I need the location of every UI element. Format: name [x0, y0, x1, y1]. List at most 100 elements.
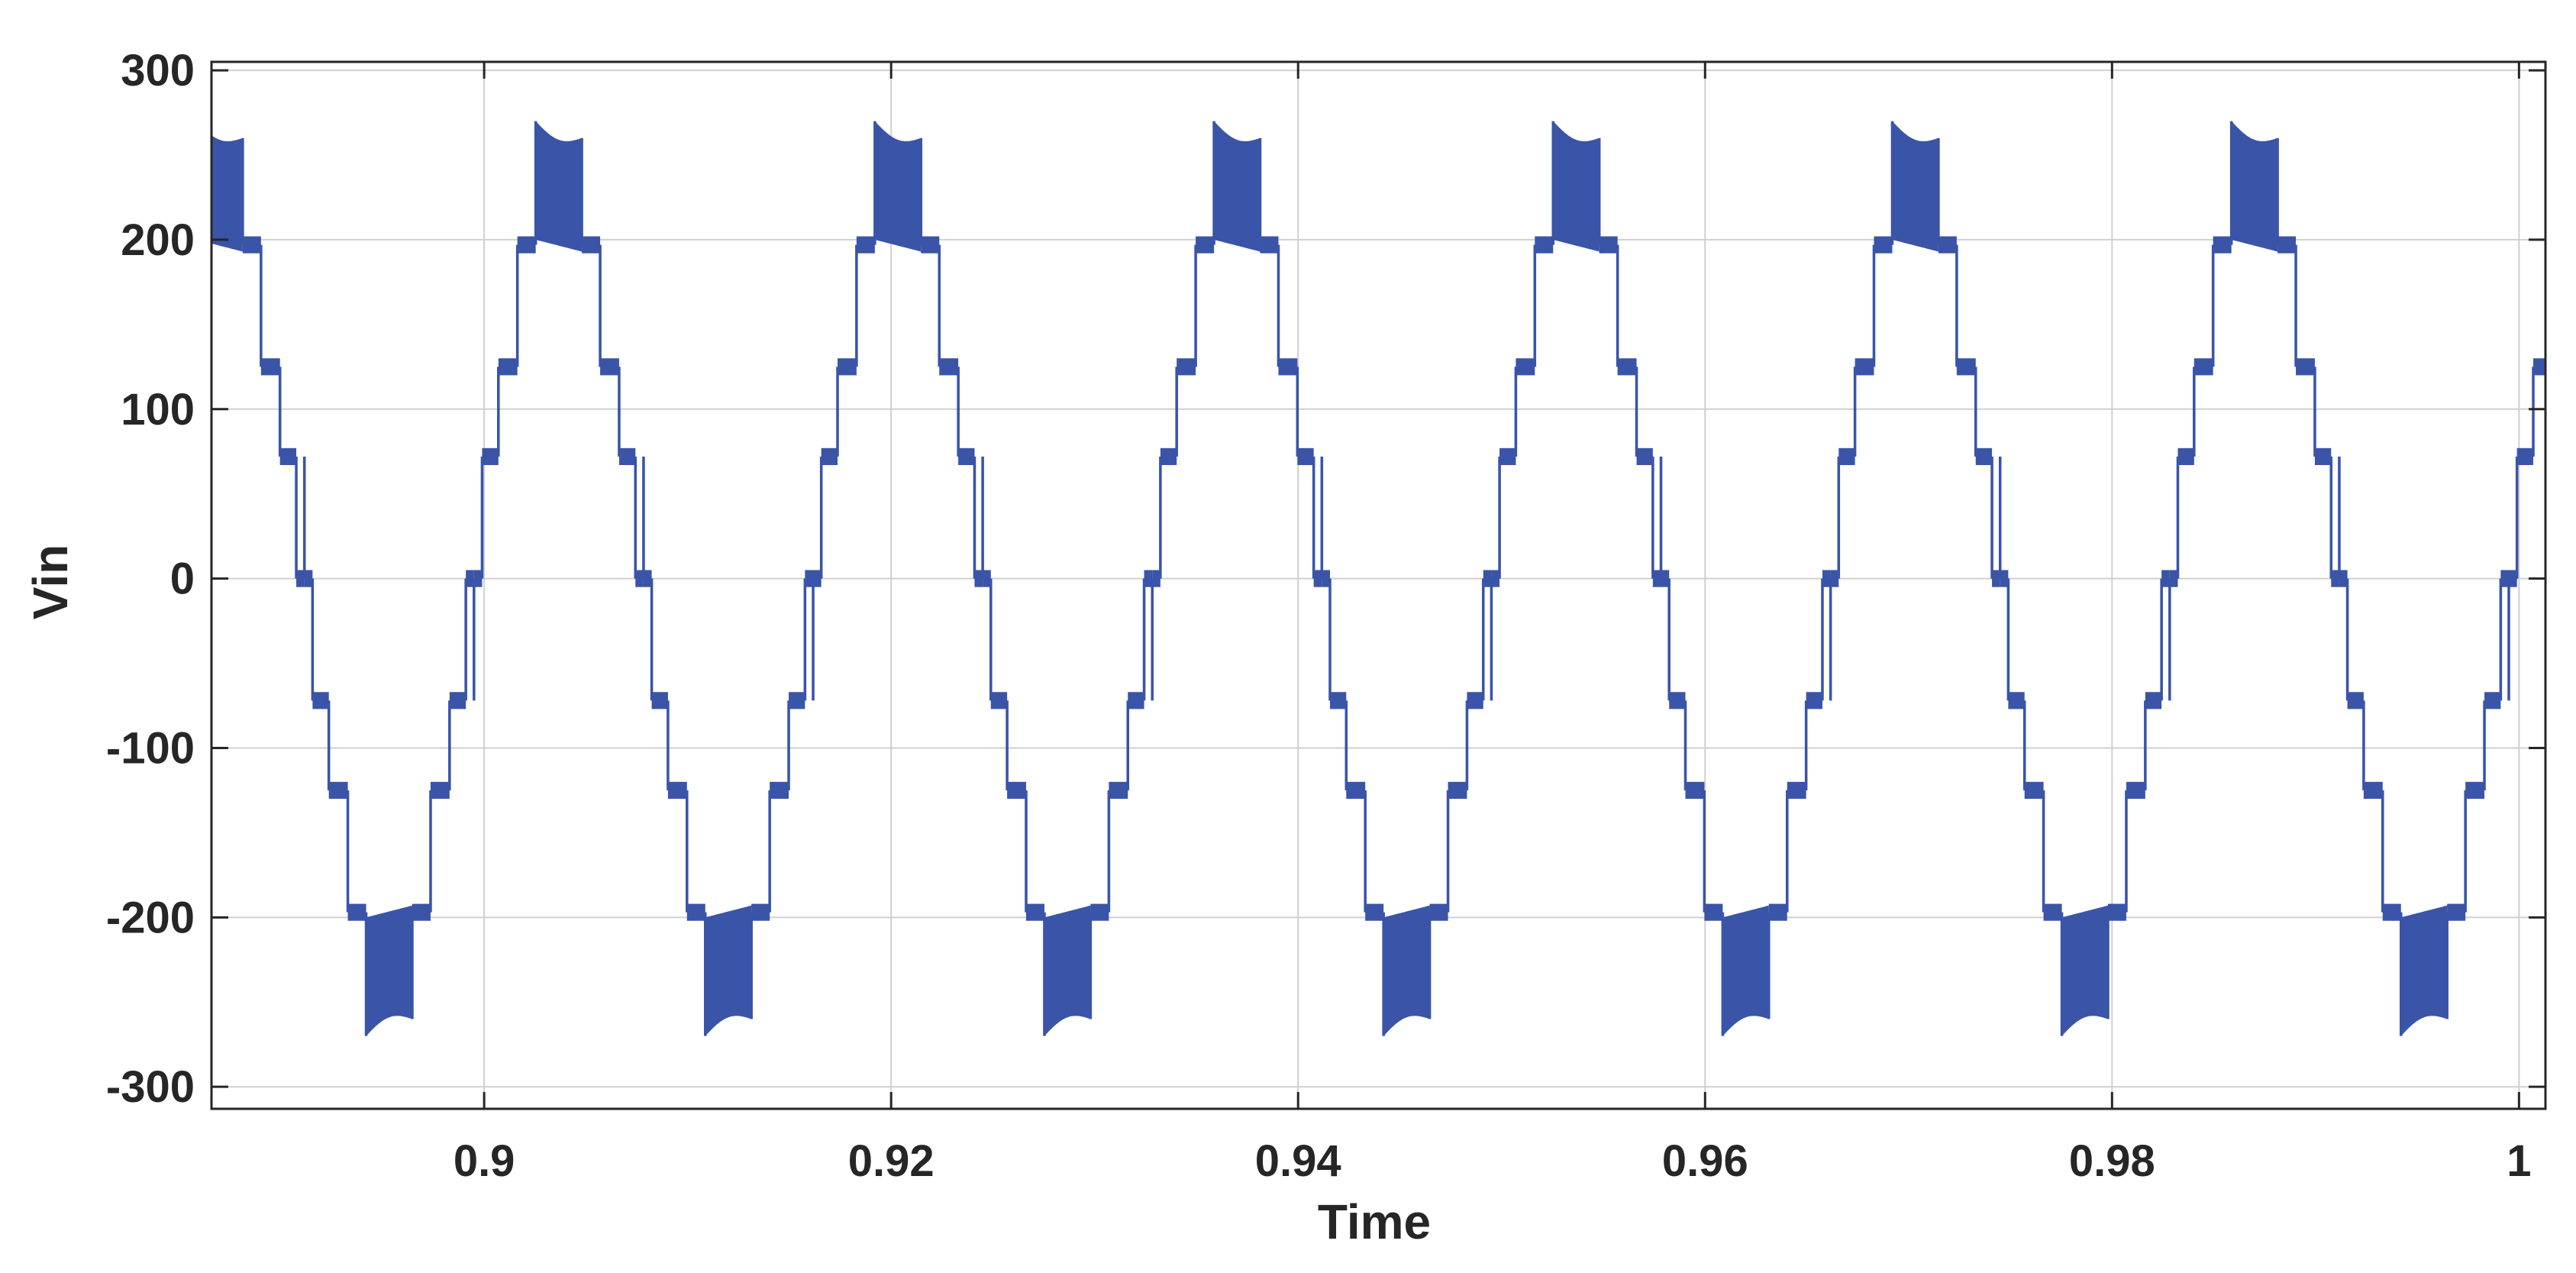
waveform-step: [2145, 692, 2162, 709]
waveform-step: [1787, 781, 1806, 800]
waveform-step: [1956, 358, 1976, 376]
waveform-transition: [819, 456, 823, 579]
y-tick-label: -200: [106, 893, 195, 942]
waveform-transition: [1872, 244, 1876, 367]
waveform-transition: [1481, 578, 1485, 701]
waveform-step: [2126, 781, 2145, 800]
waveform-step: [805, 570, 814, 587]
waveform-transition: [2483, 700, 2486, 790]
waveform-transition: [8, 790, 11, 913]
waveform-transition: [973, 456, 976, 579]
grid: [211, 62, 2545, 1109]
waveform-transition: [1142, 578, 1146, 701]
waveform-transition: [2399, 912, 2403, 1036]
waveform-step: [1329, 692, 1347, 709]
waveform-step: [667, 781, 687, 800]
waveform-transition: [650, 578, 654, 701]
waveform-peak-band: [27, 906, 73, 1036]
waveform-step: [618, 447, 636, 465]
waveform-step: [1278, 358, 1298, 376]
waveform-peak-band: [1383, 905, 1430, 1036]
waveform-transition: [1498, 456, 1501, 579]
waveform-transition: [1312, 456, 1315, 579]
waveform-transition: [812, 578, 815, 701]
waveform-transition: [685, 790, 689, 913]
waveform-transition: [2464, 790, 2467, 913]
waveform-step: [2484, 692, 2501, 709]
waveform-transition: [2144, 700, 2147, 790]
waveform-transition: [429, 790, 432, 913]
waveform-step: [127, 570, 135, 587]
waveform-step: [260, 358, 280, 376]
waveform-step: [430, 781, 450, 800]
waveform-step: [1535, 236, 1554, 254]
waveform-step: [92, 782, 111, 799]
waveform-step: [1025, 903, 1044, 921]
waveform-step: [1838, 447, 1855, 465]
waveform-transition: [497, 367, 500, 457]
waveform-transition: [1428, 912, 1432, 1019]
waveform-step: [1448, 781, 1467, 800]
waveform-transition: [2532, 367, 2535, 457]
y-axis-label: Vin: [23, 544, 78, 619]
waveform-transition: [1937, 137, 1940, 245]
waveform-step: [770, 781, 789, 800]
waveform-transition: [1277, 244, 1280, 367]
waveform-transition: [981, 456, 984, 579]
waveform-step: [1516, 358, 1535, 376]
waveform-step: [242, 236, 261, 254]
waveform-transition: [464, 578, 467, 701]
waveform-step: [1768, 903, 1787, 921]
waveform-transition: [2229, 121, 2233, 245]
waveform-transition: [2313, 367, 2316, 457]
waveform-step: [1652, 570, 1661, 587]
waveform-transition: [2569, 121, 2572, 245]
waveform-transition: [515, 244, 519, 367]
x-tick-label: 1: [2507, 1136, 2531, 1186]
waveform-step: [449, 692, 466, 709]
waveform-step: [651, 692, 668, 709]
waveform-transition: [938, 244, 941, 367]
waveform-transition: [260, 244, 263, 367]
waveform-transition: [1533, 244, 1537, 367]
waveform-step: [2533, 358, 2545, 376]
waveform-transition: [480, 456, 484, 579]
waveform-step: [1855, 358, 1874, 376]
waveform-step: [279, 447, 297, 465]
waveform-transition: [2515, 456, 2519, 579]
waveform-step: [1499, 447, 1516, 465]
waveform-transition: [2042, 790, 2045, 913]
waveform-transition: [873, 121, 876, 245]
waveform-step: [1196, 236, 1215, 254]
waveform-step: [635, 570, 644, 587]
waveform-transition: [2125, 790, 2128, 913]
waveform-peak-band: [2571, 121, 2576, 252]
waveform-transition: [364, 912, 368, 1036]
waveform-transition: [989, 578, 993, 701]
waveform-step: [1669, 692, 1686, 709]
waveform-step: [2382, 903, 2401, 921]
waveform-transition: [1721, 912, 1725, 1036]
waveform-transition: [1320, 456, 1324, 579]
waveform-transition: [1514, 367, 1518, 457]
waveform-peak-band: [2400, 905, 2448, 1036]
waveform-transition: [1212, 121, 1215, 245]
waveform-transition: [1364, 790, 1367, 913]
waveform-step: [2314, 447, 2332, 465]
waveform-step: [8, 904, 27, 921]
y-tick-label: 100: [121, 385, 195, 435]
waveform-transition: [295, 456, 298, 579]
waveform-step: [1685, 781, 1705, 800]
waveform-step: [2193, 358, 2213, 376]
waveform-step: [1144, 570, 1153, 587]
waveform-transition: [1490, 578, 1493, 701]
waveform-step: [2177, 447, 2194, 465]
waveform-step: [473, 570, 483, 587]
waveform-step: [2024, 781, 2044, 800]
waveform-transition: [2106, 912, 2110, 1019]
waveform-transition: [1446, 790, 1450, 913]
waveform-transition: [134, 579, 137, 701]
waveform-step: [2509, 570, 2517, 587]
